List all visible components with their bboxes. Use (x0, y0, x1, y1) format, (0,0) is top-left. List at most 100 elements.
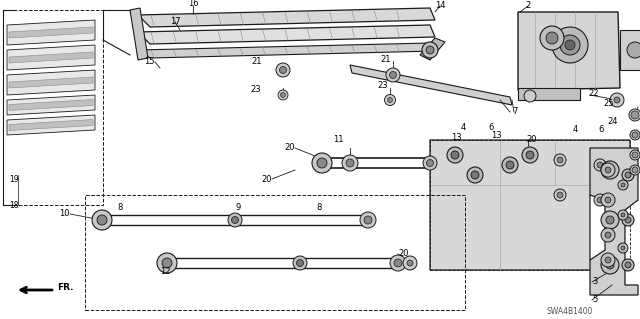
Circle shape (422, 42, 438, 58)
Polygon shape (7, 70, 95, 95)
Text: 11: 11 (333, 136, 343, 145)
Circle shape (552, 27, 588, 63)
Circle shape (280, 93, 285, 98)
Circle shape (618, 180, 628, 190)
Circle shape (622, 169, 634, 181)
Circle shape (606, 261, 614, 269)
Text: 20: 20 (526, 136, 536, 145)
Text: 23: 23 (377, 81, 388, 91)
Circle shape (426, 46, 434, 54)
Circle shape (622, 214, 634, 226)
Polygon shape (7, 45, 95, 70)
Circle shape (625, 262, 631, 268)
Circle shape (296, 259, 303, 266)
Circle shape (601, 256, 619, 274)
Circle shape (557, 157, 563, 163)
Circle shape (606, 166, 614, 174)
Circle shape (385, 95, 395, 105)
Circle shape (597, 197, 603, 203)
Circle shape (601, 163, 615, 177)
Text: 6: 6 (598, 125, 604, 135)
Circle shape (92, 210, 112, 230)
Circle shape (605, 257, 611, 263)
Circle shape (601, 193, 615, 207)
Text: 9: 9 (236, 204, 241, 212)
Circle shape (622, 259, 634, 271)
Polygon shape (420, 38, 445, 60)
Circle shape (232, 217, 239, 224)
Circle shape (560, 35, 580, 55)
Text: 25: 25 (603, 100, 614, 108)
Polygon shape (138, 25, 435, 44)
Polygon shape (7, 115, 95, 135)
Polygon shape (138, 8, 435, 27)
Circle shape (157, 253, 177, 273)
Text: 20: 20 (262, 174, 272, 183)
Text: 4: 4 (461, 122, 467, 131)
Circle shape (471, 171, 479, 179)
Polygon shape (350, 65, 512, 105)
Circle shape (447, 147, 463, 163)
Polygon shape (138, 43, 435, 58)
Circle shape (394, 259, 402, 267)
Text: 7: 7 (512, 108, 517, 116)
Circle shape (621, 183, 625, 187)
Circle shape (390, 71, 397, 78)
Circle shape (627, 42, 640, 58)
Circle shape (360, 212, 376, 228)
Circle shape (524, 90, 536, 102)
Circle shape (522, 147, 538, 163)
Circle shape (506, 161, 514, 169)
Circle shape (605, 232, 611, 238)
Polygon shape (7, 20, 95, 45)
Circle shape (342, 155, 358, 171)
Circle shape (162, 258, 172, 268)
Circle shape (426, 160, 433, 167)
Text: 2: 2 (525, 2, 531, 11)
Polygon shape (620, 30, 640, 70)
Text: 16: 16 (188, 0, 198, 9)
Bar (85, 195, 465, 310)
Circle shape (276, 63, 290, 77)
Circle shape (621, 246, 625, 250)
Circle shape (629, 109, 640, 121)
Text: 4: 4 (573, 125, 579, 135)
Circle shape (407, 260, 413, 266)
Circle shape (385, 94, 396, 106)
Circle shape (601, 228, 615, 242)
Polygon shape (130, 8, 148, 60)
Text: 1: 1 (638, 102, 640, 112)
Circle shape (621, 213, 625, 217)
Circle shape (97, 215, 107, 225)
Text: 22: 22 (588, 88, 598, 98)
Circle shape (601, 161, 619, 179)
Circle shape (423, 156, 437, 170)
Circle shape (557, 192, 563, 198)
Circle shape (632, 167, 638, 173)
Text: 18: 18 (9, 201, 19, 210)
Text: 21: 21 (380, 55, 390, 63)
Circle shape (625, 172, 631, 178)
Circle shape (451, 151, 459, 159)
Circle shape (631, 111, 639, 119)
Circle shape (601, 253, 615, 267)
Circle shape (630, 130, 640, 140)
Circle shape (502, 157, 518, 173)
Circle shape (610, 93, 624, 107)
Text: 24: 24 (607, 117, 618, 127)
Text: 17: 17 (170, 17, 180, 26)
Circle shape (280, 66, 287, 73)
Polygon shape (9, 52, 93, 63)
Circle shape (632, 152, 638, 158)
Text: 23: 23 (250, 85, 261, 94)
Text: 5: 5 (592, 295, 597, 305)
Bar (430, 140, 630, 270)
Circle shape (606, 216, 614, 224)
Circle shape (346, 159, 354, 167)
Circle shape (597, 162, 603, 168)
Polygon shape (9, 120, 93, 130)
Circle shape (625, 217, 631, 223)
Text: 13: 13 (451, 132, 461, 142)
Polygon shape (590, 148, 638, 295)
Polygon shape (9, 77, 93, 88)
